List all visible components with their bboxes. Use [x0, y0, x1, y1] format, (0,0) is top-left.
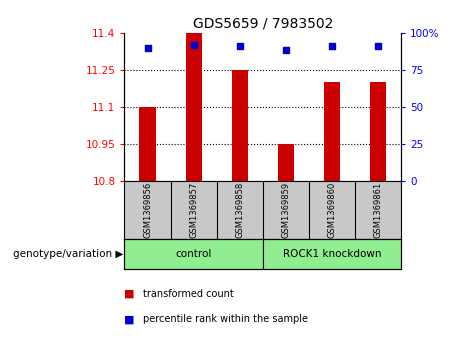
Point [190, 42, 197, 48]
Text: GSM1369856: GSM1369856 [143, 182, 152, 238]
Point [236, 43, 243, 49]
Point [282, 48, 290, 53]
Bar [140, 107, 156, 181]
Text: genotype/variation ▶: genotype/variation ▶ [13, 249, 124, 259]
Point [328, 43, 336, 49]
Bar [185, 33, 202, 181]
Text: GSM1369859: GSM1369859 [281, 182, 290, 238]
Bar [370, 82, 386, 181]
Text: ■: ■ [124, 289, 135, 299]
Text: GSM1369857: GSM1369857 [189, 182, 198, 238]
Text: control: control [176, 249, 212, 259]
Text: GSM1369858: GSM1369858 [235, 182, 244, 238]
Text: GSM1369861: GSM1369861 [373, 182, 383, 238]
Bar [124, 240, 263, 269]
Text: transformed count: transformed count [143, 289, 234, 299]
Text: ROCK1 knockdown: ROCK1 knockdown [283, 249, 381, 259]
Text: ■: ■ [124, 314, 135, 325]
Point [144, 45, 151, 50]
Bar [263, 240, 401, 269]
Title: GDS5659 / 7983502: GDS5659 / 7983502 [193, 16, 333, 30]
Bar [231, 70, 248, 181]
Point [374, 43, 382, 49]
Bar [324, 82, 340, 181]
Text: GSM1369860: GSM1369860 [327, 182, 337, 238]
Text: percentile rank within the sample: percentile rank within the sample [143, 314, 308, 325]
Bar [278, 144, 294, 181]
